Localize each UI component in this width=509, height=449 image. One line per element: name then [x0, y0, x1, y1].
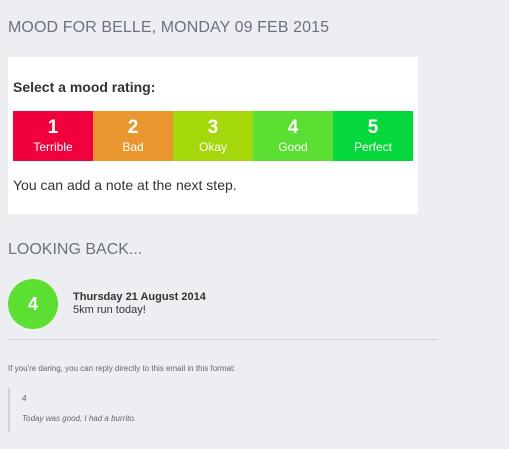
- page-title: MOOD FOR BELLE, MONDAY 09 FEB 2015: [8, 19, 330, 36]
- past-entry-date: Thursday 21 August 2014: [73, 291, 206, 303]
- rating-label: Terrible: [33, 140, 73, 154]
- next-step-note: You can add a note at the next step.: [13, 177, 237, 193]
- rating-value: 1: [47, 117, 59, 138]
- rating-label: Perfect: [353, 140, 392, 154]
- example-note: Today was good, I had a burrito.: [22, 414, 136, 423]
- reply-hint: If you're daring, you can reply directly…: [8, 364, 236, 373]
- rating-option-terrible[interactable]: 1 Terrible: [13, 111, 93, 161]
- past-rating-badge: 4: [8, 279, 58, 329]
- reply-format-example: 4 Today was good, I had a burrito.: [8, 388, 310, 432]
- rating-label: Good: [278, 140, 308, 154]
- rating-option-okay[interactable]: 3 Okay: [173, 111, 253, 161]
- rating-option-good[interactable]: 4 Good: [253, 111, 333, 161]
- rating-heading: Select a mood rating:: [13, 79, 156, 95]
- mood-rating-options: 1 Terrible 2 Bad 3 Okay 4 Good 5 Perfect: [13, 111, 413, 161]
- rating-value: 4: [287, 117, 299, 138]
- example-rating: 4: [22, 394, 27, 403]
- divider: [8, 339, 438, 340]
- mood-rating-card: Select a mood rating: 1 Terrible 2 Bad 3…: [8, 57, 418, 214]
- rating-option-bad[interactable]: 2 Bad: [93, 111, 173, 161]
- looking-back-title: LOOKING BACK...: [8, 241, 143, 258]
- rating-value: 3: [207, 117, 219, 138]
- past-entry-note: 5km run today!: [73, 304, 146, 316]
- rating-option-perfect[interactable]: 5 Perfect: [333, 111, 413, 161]
- rating-label: Bad: [122, 140, 144, 154]
- rating-value: 5: [367, 117, 379, 138]
- rating-label: Okay: [198, 140, 227, 154]
- rating-value: 2: [127, 117, 139, 138]
